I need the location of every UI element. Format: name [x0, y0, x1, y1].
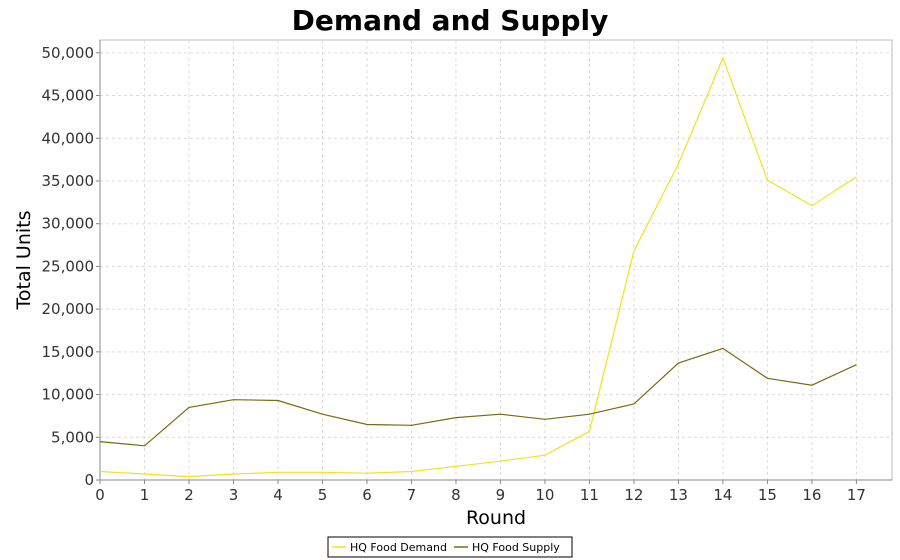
y-tick-label: 45,000: [42, 87, 95, 105]
x-tick-label: 7: [407, 486, 417, 504]
x-tick-label: 0: [95, 486, 105, 504]
axes: 0 5,000 10,000 15,000 20,000 25,000 30,000 35,0…: [42, 40, 892, 504]
x-tick-label: 10: [535, 486, 554, 504]
x-axis-label: Round: [466, 507, 526, 529]
y-tick-label: 40,000: [42, 129, 95, 147]
x-tick-label: 16: [802, 486, 821, 504]
legend-label: HQ Food Supply: [472, 541, 560, 554]
x-tick-label: 14: [713, 486, 732, 504]
x-tick-label: 4: [273, 486, 283, 504]
x-tick-label: 3: [229, 486, 239, 504]
legend-label: HQ Food Demand: [350, 541, 447, 554]
x-tick-label: 8: [451, 486, 461, 504]
y-tick-label: 35,000: [42, 172, 95, 190]
plot-area: [99, 39, 893, 481]
series-line-1: [99, 347, 857, 447]
legend: HQ Food Demand HQ Food Supply: [327, 536, 573, 558]
x-tick-label: 12: [624, 486, 643, 504]
x-tick-label: 11: [580, 486, 599, 504]
x-tick-label: 13: [669, 486, 688, 504]
series-line-0: [99, 56, 857, 478]
y-tick-label: 50,000: [42, 44, 95, 62]
y-axis-label: Total Units: [13, 211, 35, 311]
y-tick-label: 25,000: [42, 257, 95, 275]
legend-box: [327, 536, 573, 558]
x-tick-label: 2: [184, 486, 194, 504]
x-tick-label: 6: [362, 486, 372, 504]
y-tick-label: 30,000: [42, 215, 95, 233]
y-tick-label: 0: [84, 471, 94, 489]
x-tick-label: 17: [847, 486, 866, 504]
x-tick-label: 1: [140, 486, 150, 504]
x-tick-label: 15: [758, 486, 777, 504]
y-tick-label: 15,000: [42, 343, 95, 361]
y-tick-label: 20,000: [42, 300, 95, 318]
series-lines: [99, 56, 857, 478]
y-tick-label: 10,000: [42, 386, 95, 404]
x-tick-label: 5: [318, 486, 328, 504]
x-tick-label: 9: [496, 486, 506, 504]
y-tick-label: 5,000: [51, 428, 94, 446]
chart-title: Demand and Supply: [292, 4, 609, 37]
